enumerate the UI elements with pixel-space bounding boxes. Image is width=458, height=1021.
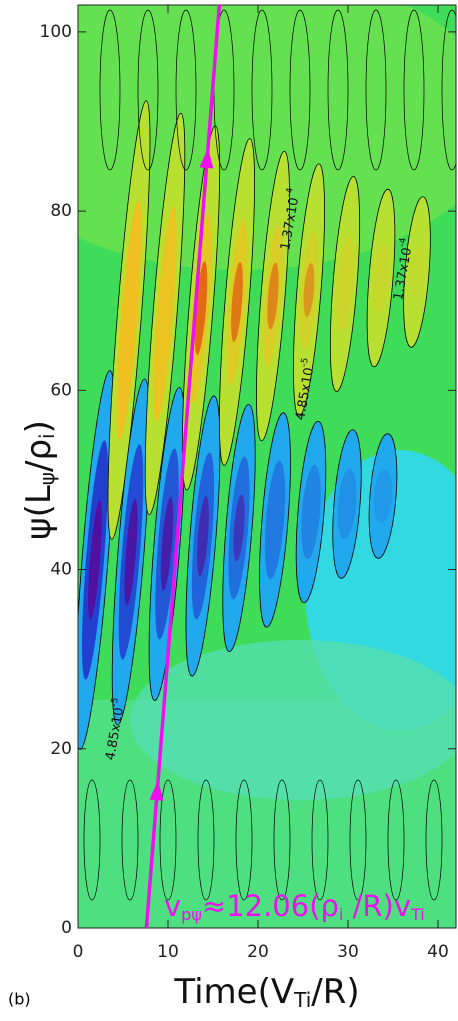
field-blob bbox=[332, 429, 362, 579]
annotation: vpψ≈12.06(ρi /R)vTi bbox=[164, 889, 425, 924]
field-contour bbox=[349, 779, 367, 901]
field-contour bbox=[137, 9, 159, 171]
y-tick-label: 20 bbox=[50, 739, 72, 759]
field-blob bbox=[88, 500, 102, 620]
field-blob bbox=[403, 196, 431, 348]
field-blob bbox=[303, 263, 315, 317]
field-contour bbox=[425, 779, 443, 901]
field-blob bbox=[267, 262, 279, 330]
field-contour bbox=[197, 779, 215, 901]
field-blob bbox=[124, 498, 138, 606]
field-blob bbox=[233, 494, 245, 562]
x-tick-label: 0 bbox=[73, 942, 84, 962]
field-blob bbox=[336, 236, 354, 332]
field-blob bbox=[259, 412, 291, 628]
x-tick-label: 10 bbox=[157, 942, 179, 962]
contour-label-exp: -5 bbox=[299, 357, 310, 368]
field-blob bbox=[337, 468, 357, 540]
x-axis-label: Time(VTi/R) bbox=[173, 972, 359, 1012]
field-contour bbox=[311, 779, 329, 901]
field-blob bbox=[372, 242, 390, 314]
field-contour bbox=[327, 9, 349, 171]
field-blob bbox=[299, 230, 319, 350]
field-blob bbox=[366, 188, 396, 368]
field-blob bbox=[373, 469, 393, 523]
field-blob bbox=[408, 245, 426, 299]
field-contour bbox=[121, 779, 139, 901]
field-contour bbox=[83, 779, 101, 901]
field-contour bbox=[273, 779, 291, 901]
field-blob bbox=[153, 206, 177, 422]
y-tick-label: 0 bbox=[61, 918, 72, 938]
panel-label: (b) bbox=[8, 990, 31, 1009]
x-tick-label: 30 bbox=[337, 942, 359, 962]
y-tick-label: 40 bbox=[50, 560, 72, 580]
field-contour bbox=[387, 779, 405, 901]
x-tick-label: 20 bbox=[247, 942, 269, 962]
arrow-head bbox=[199, 147, 214, 169]
field-blob bbox=[194, 261, 208, 355]
field-blob bbox=[368, 433, 398, 559]
arrow-head bbox=[149, 780, 164, 801]
field-contour bbox=[441, 9, 456, 171]
y-tick-label: 100 bbox=[40, 22, 72, 42]
field-contour bbox=[365, 9, 387, 171]
contour-label-exp: -5 bbox=[109, 697, 120, 708]
field-contour bbox=[175, 9, 197, 171]
field-contour bbox=[99, 9, 121, 171]
field-blob bbox=[264, 460, 286, 580]
y-axis-label: ψ(Lψ/ρi) bbox=[19, 420, 59, 540]
field-blob bbox=[293, 163, 325, 417]
y-tick-label: 60 bbox=[50, 380, 72, 400]
field-blob bbox=[329, 176, 361, 392]
field-blob bbox=[231, 261, 243, 343]
x-tick-label: 40 bbox=[427, 942, 449, 962]
field-cyan bbox=[130, 640, 456, 800]
field-contour bbox=[159, 779, 177, 901]
plot-frame bbox=[77, 4, 457, 929]
field-blob bbox=[295, 420, 327, 604]
field-contour bbox=[403, 9, 425, 171]
field-contour bbox=[251, 9, 273, 171]
field-contour bbox=[289, 9, 311, 171]
field-blob bbox=[116, 200, 142, 440]
field-blob bbox=[301, 464, 321, 560]
y-tick-label: 80 bbox=[50, 201, 72, 221]
contour-label-exp: -4 bbox=[397, 237, 408, 248]
field-contour bbox=[235, 779, 253, 901]
field-blob bbox=[160, 497, 174, 591]
field-blob bbox=[197, 495, 209, 577]
contour-label-exp: -4 bbox=[284, 187, 295, 198]
contour-field: 1.37x10-44.85x10-54.85x10-51.37x10-4 bbox=[78, 5, 456, 928]
